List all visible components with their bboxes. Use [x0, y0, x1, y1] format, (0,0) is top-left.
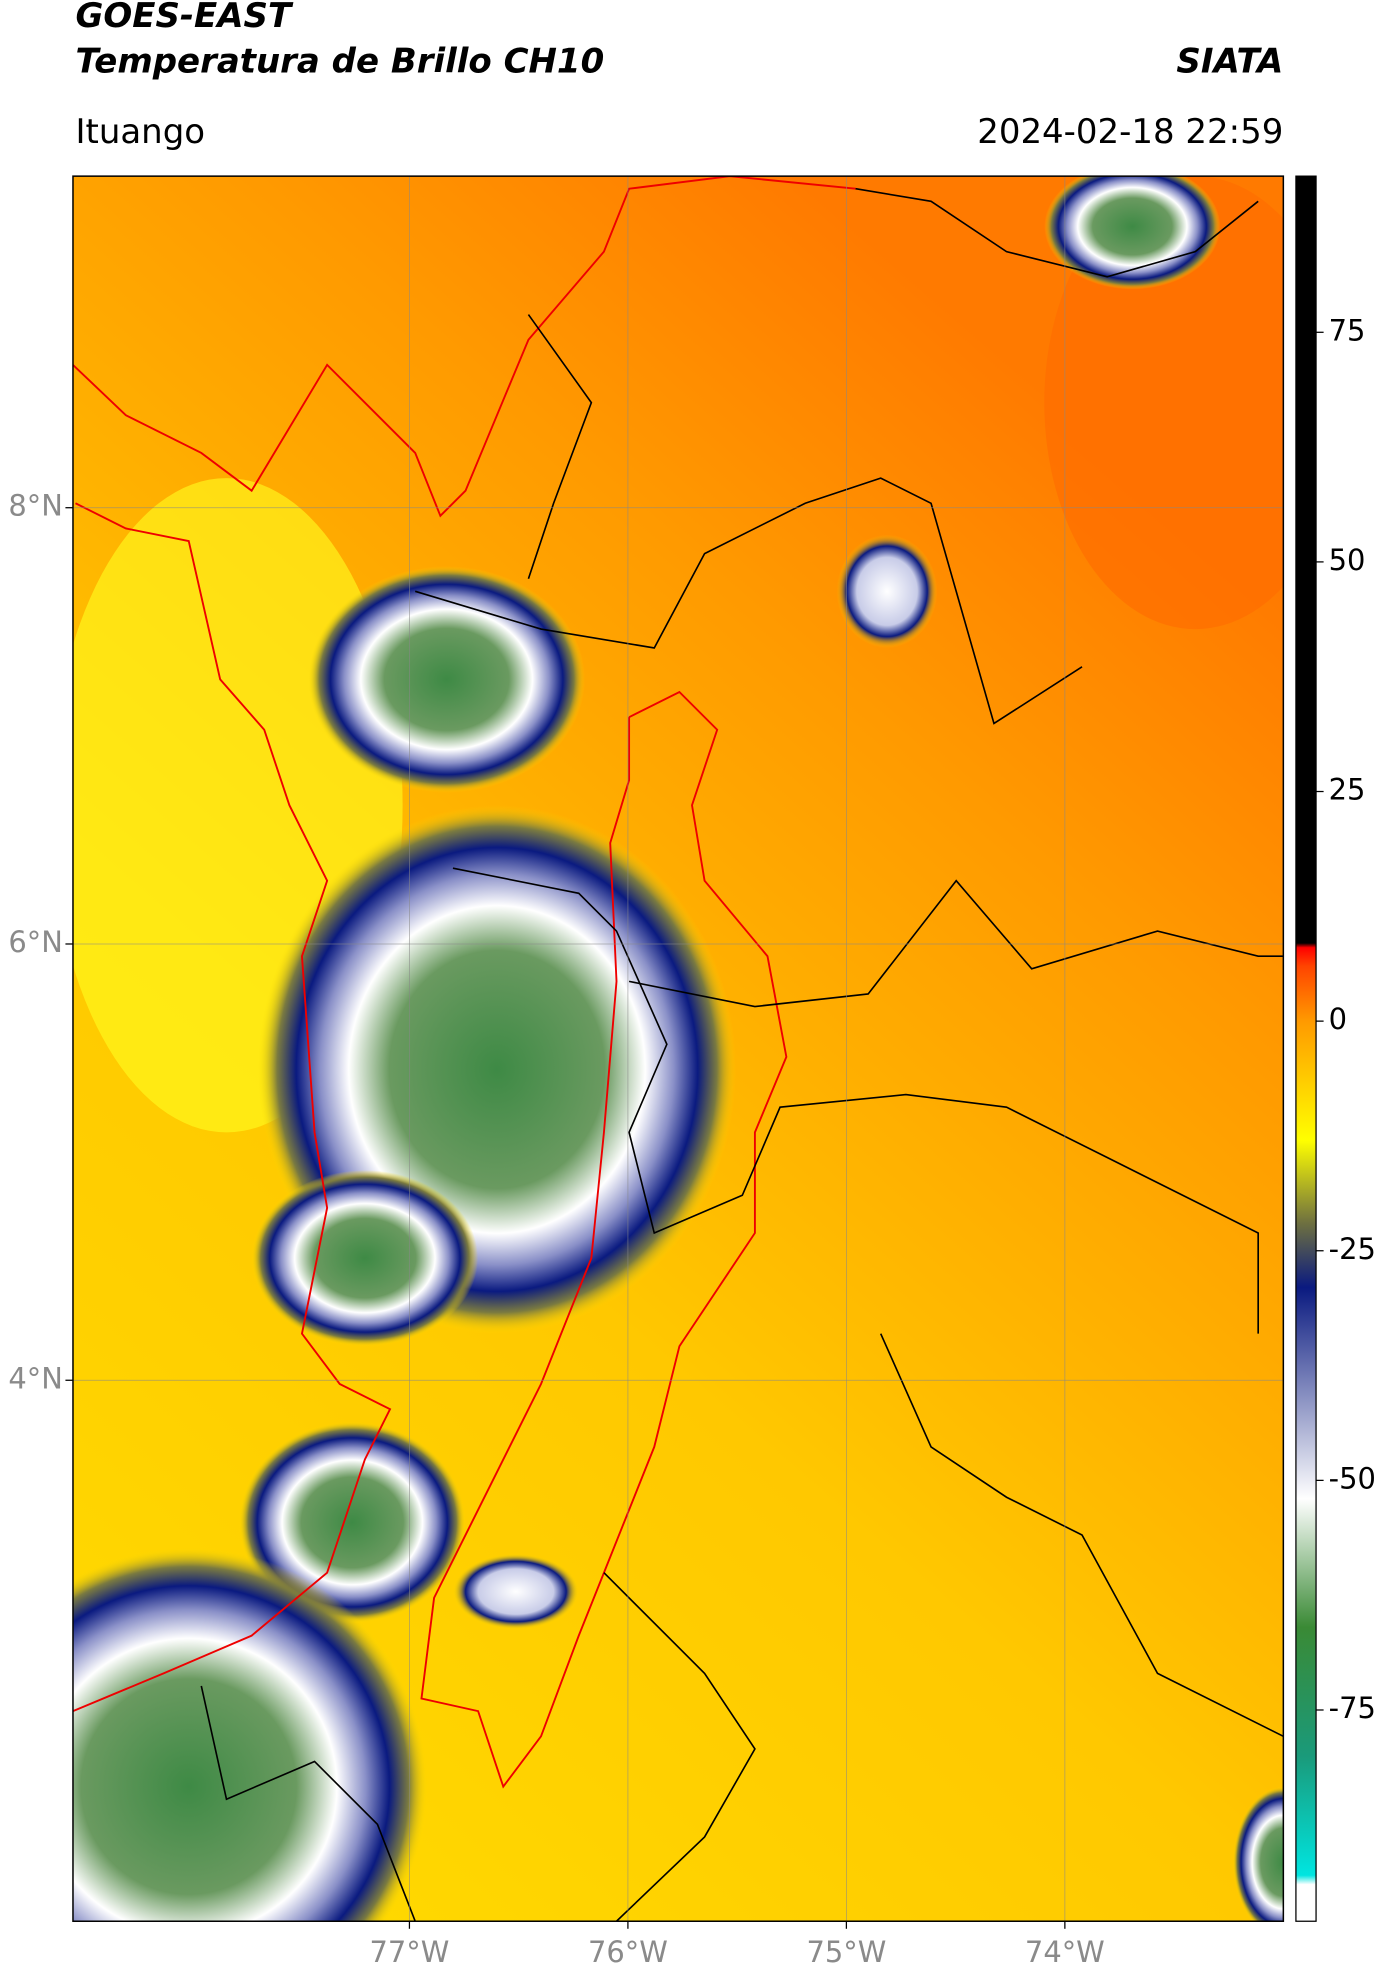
title: GOES-EAST	[75, 0, 293, 36]
colorbar-tick-label: 50	[1329, 543, 1366, 577]
subtitle: Temperatura de Brillo CH10	[75, 41, 604, 81]
cloud	[308, 566, 586, 793]
source: SIATA	[1176, 41, 1283, 81]
colorbar-tick-label: 0	[1329, 1002, 1347, 1036]
cloud	[251, 1170, 479, 1347]
x-tick-label: 77°W	[369, 1935, 449, 1969]
y-tick-label: 8°N	[8, 489, 63, 523]
boundary	[527, 314, 593, 580]
boundary	[855, 187, 1259, 278]
cloud	[836, 534, 938, 648]
boundary	[628, 879, 1284, 1008]
x-tick-label: 76°W	[588, 1935, 668, 1969]
boundary	[420, 690, 788, 1789]
axes: 77°W 76°W 75°W 74°W 8°N 6°N 4°N	[8, 489, 1104, 1969]
cloud	[452, 1553, 579, 1630]
map	[72, 176, 1284, 1922]
coastline	[72, 502, 392, 1712]
boundary	[414, 477, 1083, 725]
y-tick-label: 6°N	[8, 925, 63, 959]
boundary	[452, 867, 1259, 1334]
warm-region	[1044, 176, 1284, 630]
cloud	[1044, 176, 1221, 290]
colorbar-tick-label: -75	[1329, 1691, 1376, 1725]
colorbar-tick-label: 75	[1329, 313, 1366, 347]
boundary	[200, 1685, 416, 1922]
boundary	[603, 1572, 756, 1922]
region: Ituango	[75, 112, 205, 152]
y-tick-label: 4°N	[8, 1361, 63, 1395]
coastline	[72, 176, 856, 518]
datetime: 2024-02-18 22:59	[977, 112, 1283, 152]
cloud	[72, 1547, 428, 1922]
colorbar	[1295, 175, 1317, 1922]
map-frame	[72, 175, 1285, 1922]
grid	[72, 176, 1284, 1922]
cloud	[1233, 1786, 1284, 1922]
colorbar-ticks: 75 50 25 0 -25 -50 -75	[1316, 313, 1376, 1725]
colorbar-tick-label: -25	[1329, 1232, 1376, 1266]
cloud	[239, 1421, 466, 1624]
colorbar-tick-label: -50	[1329, 1461, 1376, 1495]
x-tick-label: 75°W	[806, 1935, 886, 1969]
colorbar-tick-label: 25	[1329, 773, 1366, 807]
boundary	[879, 1333, 1284, 1738]
x-tick-label: 74°W	[1025, 1935, 1105, 1969]
